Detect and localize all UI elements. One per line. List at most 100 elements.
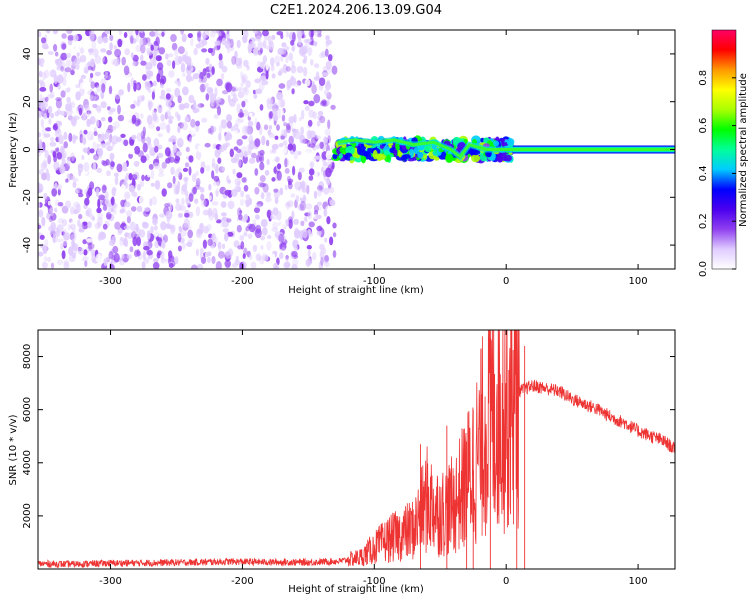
- heatmap-cell: [161, 31, 165, 37]
- heatmap-cell: [248, 157, 256, 164]
- heatmap-cell: [136, 236, 141, 247]
- heatmap-cell: [233, 129, 239, 136]
- heatmap-cell: [66, 208, 71, 216]
- heatmap-cell: [248, 254, 253, 260]
- heatmap-cell: [288, 135, 294, 145]
- heatmap-cell: [324, 128, 331, 136]
- heatmap-cell: [241, 135, 248, 140]
- heatmap-cell: [165, 246, 169, 255]
- heatmap-cell: [246, 125, 254, 135]
- heatmap-cell: [329, 199, 336, 207]
- heatmap-cell: [104, 30, 112, 35]
- heatmap-cell: [65, 178, 69, 183]
- heatmap-cell: [291, 104, 295, 113]
- heatmap-cell: [197, 32, 201, 42]
- heatmap-cell: [123, 32, 128, 38]
- heatmap-cell: [195, 150, 202, 160]
- heatmap-cell: [153, 108, 157, 113]
- heatmap-cell: [285, 54, 289, 64]
- heatmap-cell: [226, 218, 232, 223]
- heatmap-cell: [209, 30, 216, 38]
- heatmap-cell: [211, 170, 215, 180]
- heatmap-cell: [146, 50, 153, 56]
- heatmap-cell: [193, 99, 197, 109]
- heatmap-cell: [85, 88, 92, 97]
- heatmap-cell: [146, 249, 153, 256]
- heatmap-cell: [83, 129, 88, 135]
- heatmap-cell: [157, 133, 163, 138]
- heatmap-cell: [313, 94, 321, 104]
- heatmap-cell: [177, 245, 182, 252]
- heatmap-cell: [227, 200, 235, 210]
- heatmap-cell: [77, 247, 85, 255]
- heatmap-cell: [257, 150, 261, 157]
- heatmap-cell: [236, 39, 241, 49]
- heatmap-cell: [47, 205, 54, 215]
- heatmap-cell: [82, 112, 87, 121]
- heatmap-cell: [40, 161, 47, 171]
- heatmap-cell: [140, 130, 146, 140]
- heatmap-cell: [271, 253, 276, 263]
- heatmap-cell: [303, 216, 308, 222]
- heatmap-cell: [220, 72, 225, 80]
- heatmap-cell: [273, 262, 279, 269]
- heatmap-cell: [150, 44, 154, 51]
- heatmap-cell: [309, 72, 314, 80]
- heatmap-cell: [89, 77, 93, 83]
- heatmap-cell: [231, 55, 237, 65]
- heatmap-cell: [221, 243, 226, 250]
- heatmap-cell: [317, 115, 323, 121]
- heatmap-cell: [127, 82, 131, 93]
- heatmap-cell: [142, 37, 148, 46]
- spectrogram-x-ticks: -300 -200 -100 0 100: [99, 30, 648, 287]
- heatmap-cell: [260, 245, 264, 250]
- heatmap-cell: [136, 84, 140, 90]
- heatmap-cell: [111, 141, 115, 148]
- heatmap-cell: [128, 173, 133, 181]
- colorbar-tick-label: 0.8: [698, 70, 709, 86]
- heatmap-cell: [307, 119, 313, 127]
- heatmap-cell: [317, 188, 322, 197]
- heatmap-cell: [285, 66, 291, 72]
- heatmap-cell: [141, 95, 145, 101]
- heatmap-cell: [326, 99, 330, 106]
- heatmap-cell: [262, 183, 269, 193]
- heatmap-cell: [159, 213, 166, 218]
- heatmap-cell: [314, 155, 321, 160]
- heatmap-cell: [54, 182, 58, 189]
- heatmap-cell: [83, 249, 88, 256]
- heatmap-cell: [493, 140, 500, 147]
- heatmap-cell: [319, 115, 326, 124]
- heatmap-cell: [102, 223, 108, 230]
- heatmap-cell: [174, 104, 178, 112]
- heatmap-cell: [260, 192, 265, 200]
- heatmap-cell: [80, 82, 85, 90]
- heatmap-cell: [162, 261, 169, 267]
- heatmap-cell: [78, 168, 82, 177]
- heatmap-cell: [234, 50, 238, 60]
- heatmap-cell: [159, 95, 165, 100]
- heatmap-cell: [75, 91, 81, 101]
- heatmap-cell: [182, 72, 186, 78]
- heatmap-cell: [73, 243, 79, 251]
- figure-title: C2E1.2024.206.13.09.G04: [270, 3, 442, 18]
- heatmap-cell: [188, 136, 193, 144]
- heatmap-cell: [166, 59, 172, 67]
- heatmap-cell: [41, 261, 48, 269]
- heatmap-cell: [153, 138, 160, 148]
- heatmap-cell: [70, 218, 77, 229]
- heatmap-cell: [101, 184, 107, 194]
- heatmap-cell: [78, 213, 83, 220]
- heatmap-cell: [110, 207, 115, 213]
- heatmap-cell: [56, 58, 62, 64]
- heatmap-cell: [65, 200, 72, 209]
- heatmap-cell: [262, 30, 269, 37]
- heatmap-cell: [304, 171, 310, 180]
- heatmap-cell: [52, 30, 58, 35]
- heatmap-cell: [56, 74, 64, 84]
- heatmap-cell: [117, 104, 121, 115]
- heatmap-cell: [131, 114, 137, 124]
- heatmap-cell: [57, 259, 64, 266]
- heatmap-cell: [313, 76, 321, 81]
- heatmap-cell: [40, 118, 45, 128]
